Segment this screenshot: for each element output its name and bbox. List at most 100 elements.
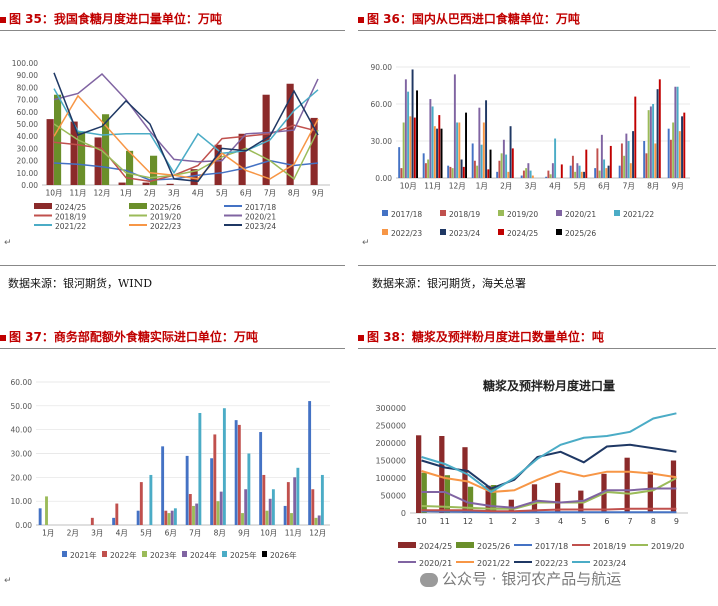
x-tick-label: 4月	[549, 182, 561, 191]
bar	[511, 148, 514, 178]
y-tick-label: 10.00	[11, 497, 33, 506]
bar	[265, 510, 269, 525]
bar	[78, 131, 86, 185]
legend-label: 2019/20	[651, 542, 684, 551]
bar	[549, 174, 552, 178]
bar	[447, 165, 450, 178]
legend-swatch	[62, 551, 67, 557]
bar	[594, 168, 597, 178]
legend-label: 2025年	[230, 550, 257, 560]
bar	[465, 112, 467, 178]
watermark-text: 公众号 · 银河农产品与航运	[442, 570, 622, 588]
bar	[491, 485, 497, 513]
bar	[654, 143, 657, 178]
fig38-caption-text: 图 38：糖浆及预拌粉月度进口数量单位：吨	[367, 330, 604, 344]
bar	[674, 86, 677, 178]
bar	[560, 164, 563, 178]
x-tick-label: 4	[558, 517, 563, 526]
bar	[424, 163, 427, 178]
y-tick-label: 90.00	[371, 63, 393, 72]
bar	[585, 149, 588, 178]
legend-label: 2018/19	[593, 542, 626, 551]
legend-swatch	[382, 229, 388, 235]
series-line	[53, 72, 319, 163]
series-line	[421, 507, 677, 513]
caption-marker-icon	[358, 16, 364, 23]
bar	[314, 517, 318, 525]
bar	[400, 168, 403, 178]
legend-label: 2017/18	[391, 210, 422, 219]
x-tick-label: 6月	[598, 182, 610, 191]
series-line	[421, 412, 677, 494]
bar	[627, 141, 630, 178]
bar	[311, 489, 315, 525]
legend-label: 2021/22	[55, 222, 86, 231]
legend-label: 2020/21	[565, 210, 596, 219]
legend-swatch	[34, 203, 52, 209]
bar	[268, 498, 272, 525]
bar	[649, 106, 652, 178]
bar	[667, 128, 670, 178]
bar	[214, 144, 222, 185]
y-tick-label: 80.00	[17, 83, 39, 92]
x-tick-label: 10月	[400, 182, 417, 191]
bar	[598, 170, 601, 178]
legend-label: 2025/26	[477, 542, 510, 551]
bar	[555, 482, 561, 513]
legend-label: 2023/24	[449, 229, 480, 238]
bar	[618, 165, 621, 178]
return-mark-icon: ↵	[4, 238, 12, 248]
y-tick-label: 40.00	[11, 426, 33, 435]
bar	[188, 494, 192, 525]
bar	[219, 491, 223, 525]
bar	[94, 137, 102, 185]
bar	[522, 170, 525, 178]
bar	[460, 159, 463, 178]
bar	[496, 171, 499, 178]
x-tick-label: 10月	[260, 529, 277, 538]
x-tick-label: 8月	[647, 182, 659, 191]
y-tick-label: 300000	[375, 404, 406, 413]
bar	[46, 119, 54, 185]
bar	[198, 412, 202, 525]
legend-swatch	[182, 551, 187, 557]
bar	[411, 69, 414, 178]
bar	[54, 94, 62, 185]
bar	[529, 170, 532, 178]
x-tick-label: 12月	[449, 182, 466, 191]
source-left: 数据来源：银河期货，WIND	[8, 277, 153, 290]
caption-marker-icon	[0, 334, 6, 341]
bar	[509, 126, 512, 178]
bar	[190, 169, 198, 185]
bar	[632, 131, 635, 178]
x-tick-label: 4月	[116, 529, 128, 538]
bar	[436, 128, 439, 178]
x-tick-label: 1月	[42, 529, 54, 538]
bar	[416, 90, 418, 178]
bar	[310, 117, 318, 185]
bar	[480, 144, 483, 178]
bar	[645, 153, 648, 178]
bar	[259, 432, 263, 525]
divider	[358, 265, 716, 266]
bar	[167, 513, 171, 525]
bar	[507, 171, 510, 178]
y-tick-label: 200000	[375, 439, 406, 448]
bar	[574, 171, 577, 178]
bar	[456, 122, 459, 178]
bar	[404, 79, 407, 178]
bar	[623, 155, 626, 178]
y-tick-label: 50.00	[17, 120, 39, 129]
bar	[195, 503, 199, 525]
bar	[620, 143, 623, 178]
bar	[520, 175, 523, 178]
bar	[238, 133, 246, 185]
legend-label: 2022/23	[391, 229, 422, 238]
bar	[409, 116, 412, 178]
x-tick-label: 2月	[67, 529, 79, 538]
bar	[500, 153, 503, 178]
caption-marker-icon	[358, 334, 364, 341]
legend-label: 2024/25	[55, 203, 86, 212]
series-line	[53, 94, 319, 180]
y-tick-label: 250000	[375, 422, 406, 431]
